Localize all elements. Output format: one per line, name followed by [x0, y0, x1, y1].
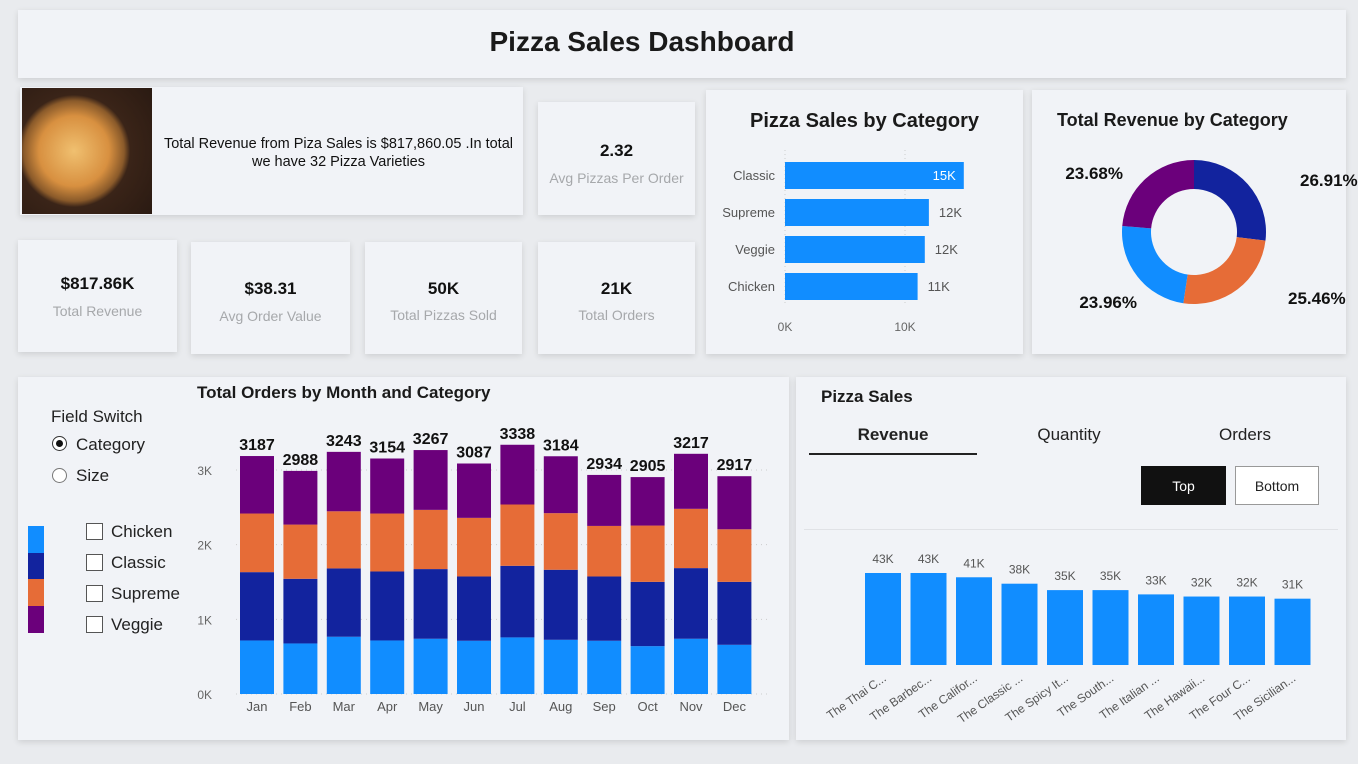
kpi-value: 21K	[600, 279, 633, 298]
radio-dot	[55, 439, 63, 447]
field-switch-label: Field Switch	[51, 407, 143, 426]
tab-quantity[interactable]: Quantity	[1037, 425, 1101, 444]
kpi-total-revenue: $817.86K Total Revenue	[18, 240, 177, 352]
checkbox-veggie[interactable]	[86, 616, 103, 633]
bottom-button[interactable]: Bottom	[1235, 466, 1319, 505]
legend-swatch-chicken	[28, 526, 44, 553]
info-text: Total Revenue from Piza Sales is $817,86…	[163, 136, 513, 170]
checkbox-label: Supreme	[111, 584, 180, 603]
kpi-label: Total Revenue	[52, 303, 143, 319]
kpi-value: $817.86K	[60, 274, 135, 293]
kpi-label: Total Pizzas Sold	[390, 307, 497, 323]
legend-swatch-classic	[28, 553, 44, 580]
page-title: Pizza Sales Dashboard	[489, 26, 795, 57]
checkbox-chicken[interactable]	[86, 523, 103, 540]
checkbox-supreme[interactable]	[86, 585, 103, 602]
legend-swatch-supreme	[28, 579, 44, 606]
kpi-label: Total Orders	[578, 307, 655, 323]
info-card: Total Revenue from Piza Sales is $817,86…	[20, 87, 523, 215]
pizza-image	[22, 88, 152, 214]
kpi-value: $38.31	[244, 279, 297, 298]
radio-size[interactable]	[52, 468, 67, 483]
kpi-total-orders: 21K Total Orders	[538, 242, 695, 354]
top-button[interactable]: Top	[1141, 466, 1226, 505]
checkbox-classic[interactable]	[86, 554, 103, 571]
kpi-label: Avg Order Value	[219, 308, 322, 324]
category-sales-card: Pizza Sales by Category	[706, 90, 1023, 354]
radio-category[interactable]	[52, 436, 67, 451]
kpi-total-pizzas: 50K Total Pizzas Sold	[365, 242, 522, 354]
checkbox-label: Classic	[111, 553, 166, 572]
checkbox-label: Veggie	[111, 615, 163, 634]
kpi-value: 2.32	[599, 141, 634, 160]
legend-swatch-veggie	[28, 606, 44, 633]
chart-title: Total Orders by Month and Category	[197, 383, 491, 402]
header-bar: Pizza Sales Dashboard	[18, 10, 1346, 78]
tab-revenue[interactable]: Revenue	[809, 425, 977, 455]
tab-orders[interactable]: Orders	[1219, 425, 1271, 444]
kpi-avg-pizzas: 2.32 Avg Pizzas Per Order	[538, 102, 695, 215]
chart-title: Total Revenue by Category	[1057, 110, 1288, 130]
kpi-value: 50K	[427, 279, 460, 298]
divider	[804, 529, 1338, 530]
radio-label: Category	[76, 435, 145, 454]
card-title: Pizza Sales	[821, 387, 913, 406]
chart-title: Pizza Sales by Category	[750, 110, 979, 132]
kpi-label: Avg Pizzas Per Order	[549, 170, 684, 186]
radio-label: Size	[76, 466, 110, 485]
kpi-avg-order-value: $38.31 Avg Order Value	[191, 242, 350, 354]
checkbox-label: Chicken	[111, 522, 173, 541]
revenue-category-card: Total Revenue by Category	[1032, 90, 1346, 354]
pizza-sales-card: Pizza Sales	[796, 377, 1346, 740]
